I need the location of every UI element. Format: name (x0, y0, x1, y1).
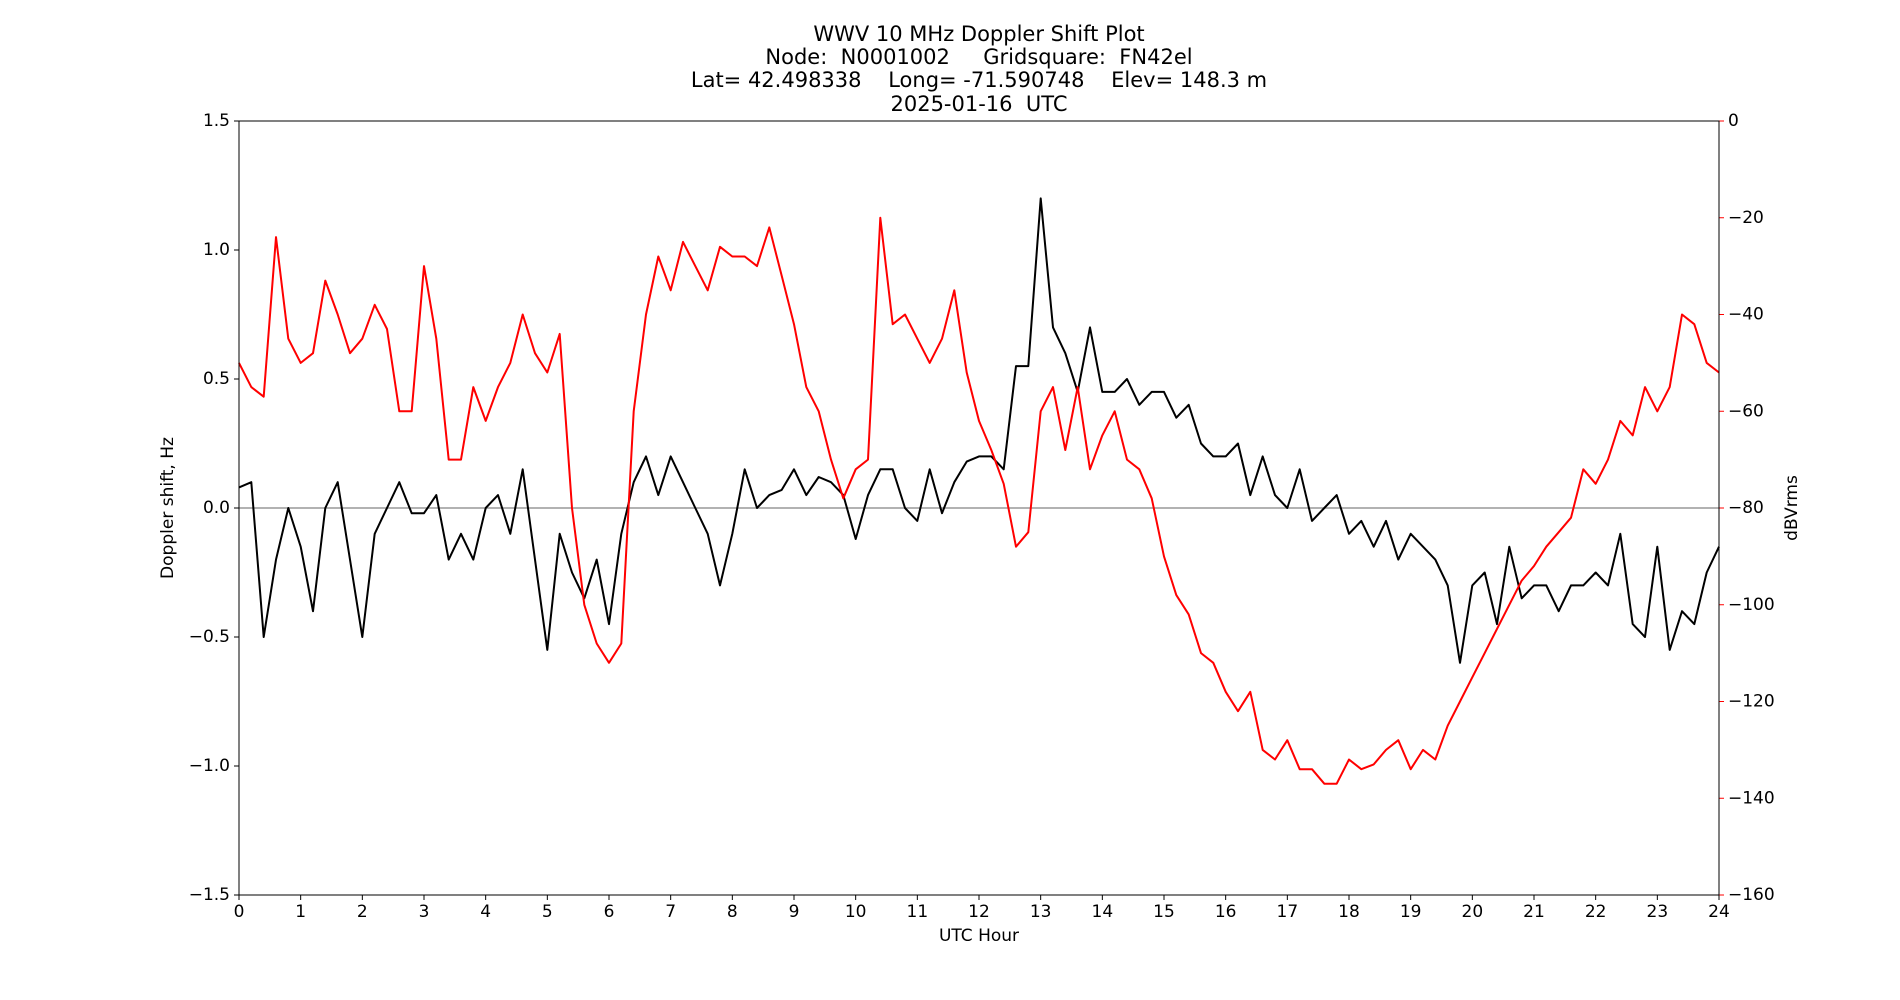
x-tick-label: 19 (1400, 902, 1422, 922)
y-tick-label: 1.0 (203, 240, 230, 260)
x-axis-label: UTC Hour (939, 926, 1019, 946)
chart-subtitle: 2025-01-16 UTC (890, 92, 1067, 116)
x-tick-label: 24 (1708, 902, 1730, 922)
y2-tick-label: −60 (1728, 401, 1764, 421)
chart-subtitle: Lat= 42.498338 Long= -71.590748 Elev= 14… (691, 68, 1267, 92)
x-tick-label: 2 (357, 902, 368, 922)
x-tick-label: 15 (1153, 902, 1175, 922)
x-tick-label: 11 (907, 902, 929, 922)
x-tick-label: 1 (295, 902, 306, 922)
y2-tick-label: 0 (1728, 111, 1739, 131)
y2-tick-label: −140 (1728, 788, 1775, 808)
y2-tick-label: −120 (1728, 692, 1775, 712)
series-line (238, 197, 1720, 664)
y-tick-label: 1.5 (203, 111, 230, 131)
y-tick-label: 0.0 (203, 498, 230, 518)
x-tick-label: 3 (419, 902, 430, 922)
x-tick-label: 4 (480, 902, 491, 922)
chart-title: WWV 10 MHz Doppler Shift Plot (813, 22, 1144, 46)
y2-axis-label: dBVrms (1782, 475, 1802, 541)
x-tick-label: 22 (1585, 902, 1607, 922)
x-tick-label: 0 (234, 902, 245, 922)
y-tick-label: −1.5 (189, 885, 230, 905)
plot-frame (238, 120, 1720, 896)
x-tick-label: 7 (665, 902, 676, 922)
x-tick-label: 10 (845, 902, 867, 922)
x-tick-label: 13 (1030, 902, 1052, 922)
x-tick-label: 9 (789, 902, 800, 922)
x-tick-label: 6 (604, 902, 615, 922)
x-tick-label: 17 (1277, 902, 1299, 922)
y-axis-label: Doppler shift, Hz (158, 437, 178, 579)
y-tick-label: −1.0 (189, 756, 230, 776)
x-tick-label: 5 (542, 902, 553, 922)
chart-subtitle: Node: N0001002 Gridsquare: FN42el (765, 45, 1192, 69)
x-tick-label: 12 (968, 902, 990, 922)
series-line (238, 216, 1720, 785)
y-tick-label: −0.5 (189, 627, 230, 647)
y2-tick-label: −100 (1728, 595, 1775, 615)
x-tick-label: 14 (1092, 902, 1114, 922)
x-tick-label: 18 (1338, 902, 1360, 922)
x-tick-label: 21 (1523, 902, 1545, 922)
x-tick-label: 20 (1462, 902, 1484, 922)
y2-tick-label: −40 (1728, 305, 1764, 325)
x-tick-label: 8 (727, 902, 738, 922)
y2-tick-label: −20 (1728, 208, 1764, 228)
x-tick-label: 16 (1215, 902, 1237, 922)
y-tick-label: 0.5 (203, 369, 230, 389)
x-tick-label: 23 (1647, 902, 1669, 922)
y2-tick-label: −80 (1728, 498, 1764, 518)
y2-tick-label: −160 (1728, 885, 1775, 905)
